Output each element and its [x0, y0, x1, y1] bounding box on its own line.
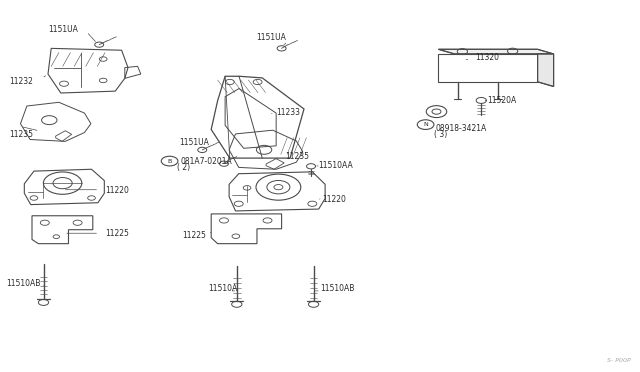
Text: 11235: 11235 [285, 153, 309, 161]
Text: 11510AB: 11510AB [6, 279, 41, 288]
Text: B: B [168, 158, 172, 164]
Text: 11520A: 11520A [488, 96, 517, 105]
Text: ( 3): ( 3) [434, 130, 447, 139]
Text: S- P00P: S- P00P [607, 358, 630, 363]
Text: 11220: 11220 [106, 186, 129, 195]
Text: 11220: 11220 [322, 195, 346, 204]
Text: 11320: 11320 [475, 53, 499, 62]
Text: 11233: 11233 [276, 108, 301, 117]
Polygon shape [438, 49, 554, 54]
Text: 1151UA: 1151UA [48, 25, 78, 33]
Text: 11225: 11225 [106, 229, 129, 238]
Polygon shape [538, 54, 554, 86]
Text: ( 2): ( 2) [177, 163, 191, 171]
Text: 08918-3421A: 08918-3421A [435, 124, 486, 133]
Text: 11510A: 11510A [209, 284, 238, 293]
Text: 1151UA: 1151UA [256, 33, 286, 42]
Text: 11510AA: 11510AA [318, 161, 353, 170]
Text: 1151UA: 1151UA [179, 138, 209, 147]
Text: 11510AB: 11510AB [320, 284, 355, 293]
Text: 11235: 11235 [10, 130, 34, 139]
Text: 11225: 11225 [182, 231, 206, 240]
Text: N: N [423, 122, 428, 127]
Text: 11232: 11232 [10, 77, 33, 86]
Text: 081A7-0201A: 081A7-0201A [180, 157, 232, 166]
